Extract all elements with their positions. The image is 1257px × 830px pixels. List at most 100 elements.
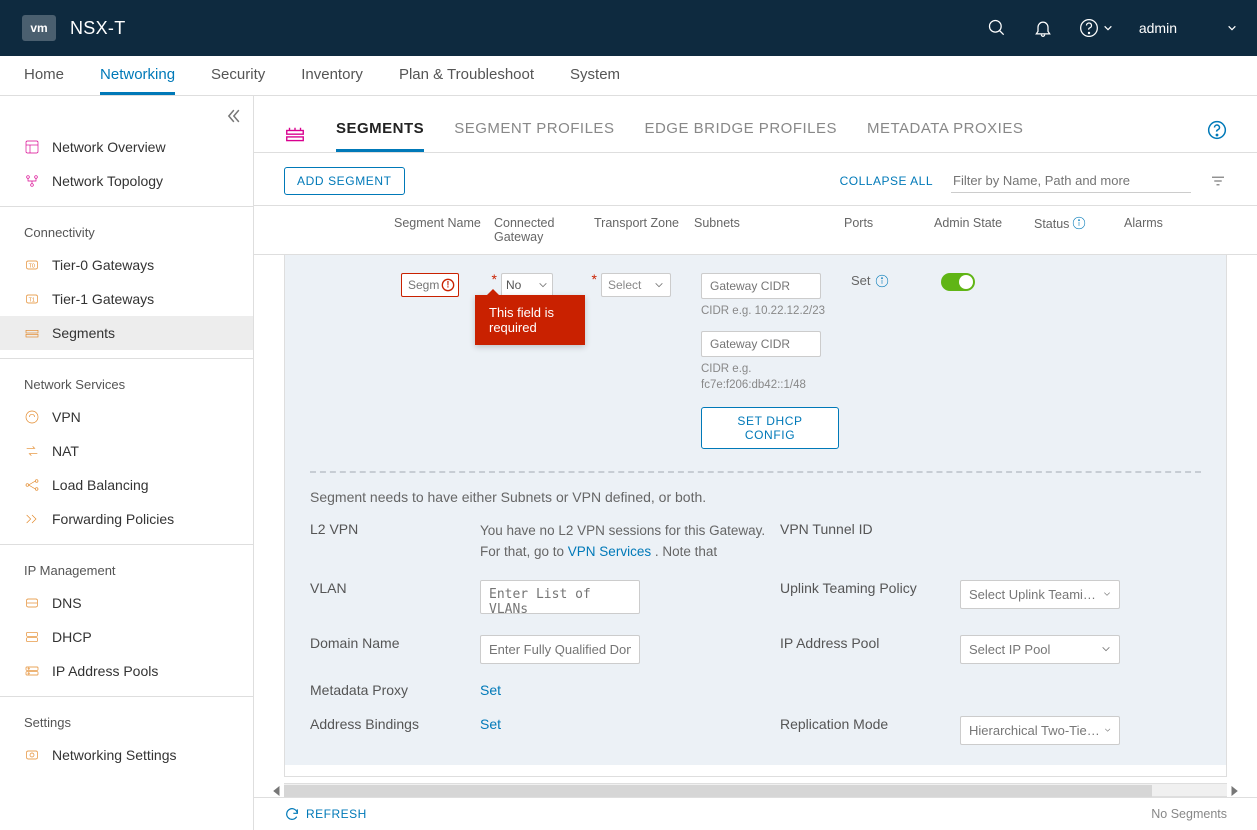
sidebar-item-tier1[interactable]: T1 Tier-1 Gateways <box>0 282 253 316</box>
chevron-down-icon <box>1104 725 1111 735</box>
sidebar-item-tier0[interactable]: T0 Tier-0 Gateways <box>0 248 253 282</box>
col-transport-zone: Transport Zone <box>594 216 694 230</box>
sidebar-item-label: Segments <box>52 325 115 341</box>
domain-name-input[interactable] <box>480 635 640 664</box>
nat-icon <box>24 443 40 459</box>
sidebar-item-label: Load Balancing <box>52 477 149 493</box>
svg-text:!: ! <box>447 280 450 290</box>
tab-metadata-proxies[interactable]: METADATA PROXIES <box>867 120 1023 152</box>
vlan-input[interactable] <box>480 580 640 614</box>
topnav-inventory[interactable]: Inventory <box>301 56 363 95</box>
sidebar-item-ippools[interactable]: IP Address Pools <box>0 654 253 688</box>
main-content: SEGMENTS SEGMENT PROFILES EDGE BRIDGE PR… <box>254 96 1257 830</box>
transport-zone-select[interactable]: Select <box>601 273 671 297</box>
vlan-label: VLAN <box>310 580 470 596</box>
topnav-networking[interactable]: Networking <box>100 56 175 95</box>
sidebar-item-fwd[interactable]: Forwarding Policies <box>0 502 253 536</box>
sidebar-item-lb[interactable]: Load Balancing <box>0 468 253 502</box>
search-icon[interactable] <box>987 18 1007 38</box>
add-segment-button[interactable]: ADD SEGMENT <box>284 167 405 195</box>
product-title: NSX-T <box>70 18 126 39</box>
topnav-system[interactable]: System <box>570 56 620 95</box>
segment-note: Segment needs to have either Subnets or … <box>310 489 1201 505</box>
sidebar-item-netsettings[interactable]: Networking Settings <box>0 738 253 772</box>
dhcp-icon <box>24 629 40 645</box>
sidebar-item-network-topology[interactable]: Network Topology <box>0 164 253 198</box>
sidebar-item-network-overview[interactable]: Network Overview <box>0 130 253 164</box>
sidebar-item-label: NAT <box>52 443 79 459</box>
addrbind-label: Address Bindings <box>310 716 470 732</box>
forwarding-icon <box>24 511 40 527</box>
sidebar-item-dhcp[interactable]: DHCP <box>0 620 253 654</box>
cidr-hint-v6: CIDR e.g. fc7e:f206:db42::1/48 <box>701 361 839 393</box>
vpn-services-link[interactable]: VPN Services <box>568 544 651 559</box>
segment-form-panel: ! * This field is required No * <box>284 255 1227 777</box>
tab-segments[interactable]: SEGMENTS <box>336 120 424 152</box>
set-dhcp-config-button[interactable]: SET DHCP CONFIG <box>701 407 839 449</box>
vpn-icon <box>24 409 40 425</box>
error-tooltip: This field is required <box>475 295 585 345</box>
svg-text:T0: T0 <box>29 264 35 270</box>
top-nav: Home Networking Security Inventory Plan … <box>0 56 1257 96</box>
metaproxy-label: Metadata Proxy <box>310 682 470 698</box>
ippool-label: IP Address Pool <box>780 635 950 651</box>
address-bindings-set-link[interactable]: Set <box>480 716 501 732</box>
toolbar: ADD SEGMENT COLLAPSE ALL <box>254 153 1257 205</box>
info-icon[interactable] <box>1072 216 1086 230</box>
table-header: Segment Name Connected Gateway Transport… <box>254 205 1257 255</box>
collapse-sidebar-icon[interactable] <box>223 106 243 126</box>
bell-icon[interactable] <box>1033 18 1053 38</box>
segments-page-icon <box>284 125 306 147</box>
col-subnets: Subnets <box>694 216 844 230</box>
tab-edge-bridge[interactable]: EDGE BRIDGE PROFILES <box>644 120 837 152</box>
sidebar-item-label: Forwarding Policies <box>52 511 174 527</box>
metadata-proxy-set-link[interactable]: Set <box>480 682 501 698</box>
sidebar-group-connectivity: Connectivity <box>0 207 253 248</box>
sidebar-item-label: DHCP <box>52 629 92 645</box>
sidebar-item-label: Networking Settings <box>52 747 177 763</box>
topnav-home[interactable]: Home <box>24 56 64 95</box>
sidebar-item-label: Network Overview <box>52 139 166 155</box>
sidebar-item-label: Tier-0 Gateways <box>52 257 154 273</box>
collapse-all-link[interactable]: COLLAPSE ALL <box>840 174 933 188</box>
info-icon[interactable] <box>875 274 889 288</box>
chevron-down-icon <box>538 280 548 290</box>
no-segments-label: No Segments <box>1151 807 1227 821</box>
filter-icon[interactable] <box>1209 172 1227 190</box>
overview-icon <box>24 139 40 155</box>
topnav-plan[interactable]: Plan & Troubleshoot <box>399 56 534 95</box>
topnav-security[interactable]: Security <box>211 56 265 95</box>
admin-state-toggle[interactable] <box>941 273 975 291</box>
filter-input[interactable] <box>951 169 1191 193</box>
sidebar-group-ipmgmt: IP Management <box>0 545 253 586</box>
page-help-icon[interactable] <box>1207 120 1227 140</box>
uplink-label: Uplink Teaming Policy <box>780 580 950 596</box>
help-menu[interactable] <box>1079 18 1113 38</box>
cidr-hint-v4: CIDR e.g. 10.22.12.2/23 <box>701 303 839 319</box>
refresh-button[interactable]: REFRESH <box>284 806 367 822</box>
connected-gateway-select[interactable]: No <box>501 273 553 297</box>
user-menu[interactable]: admin <box>1139 20 1237 36</box>
replication-mode-select[interactable]: Hierarchical Two-Tier replication <box>960 716 1120 745</box>
gateway-cidr-v4-input[interactable] <box>701 273 821 299</box>
sidebar-item-segments[interactable]: Segments <box>0 316 253 350</box>
ports-set: Set <box>851 273 929 288</box>
tier1-icon: T1 <box>24 291 40 307</box>
vpn-tunnel-label: VPN Tunnel ID <box>780 521 950 537</box>
chevron-down-icon <box>1103 589 1111 599</box>
sidebar-item-nat[interactable]: NAT <box>0 434 253 468</box>
sidebar-group-settings: Settings <box>0 697 253 738</box>
sidebar-item-label: IP Address Pools <box>52 663 158 679</box>
dns-icon <box>24 595 40 611</box>
col-admin-state: Admin State <box>934 216 1034 230</box>
tab-segment-profiles[interactable]: SEGMENT PROFILES <box>454 120 614 152</box>
sidebar-item-label: Tier-1 Gateways <box>52 291 154 307</box>
sidebar-item-dns[interactable]: DNS <box>0 586 253 620</box>
horizontal-scrollbar[interactable] <box>284 783 1227 797</box>
uplink-teaming-select[interactable]: Select Uplink Teaming Policy <box>960 580 1120 609</box>
col-ports: Ports <box>844 216 934 230</box>
sidebar-item-vpn[interactable]: VPN <box>0 400 253 434</box>
ip-pool-select[interactable]: Select IP Pool <box>960 635 1120 664</box>
gateway-cidr-v6-input[interactable] <box>701 331 821 357</box>
sidebar-item-label: VPN <box>52 409 81 425</box>
